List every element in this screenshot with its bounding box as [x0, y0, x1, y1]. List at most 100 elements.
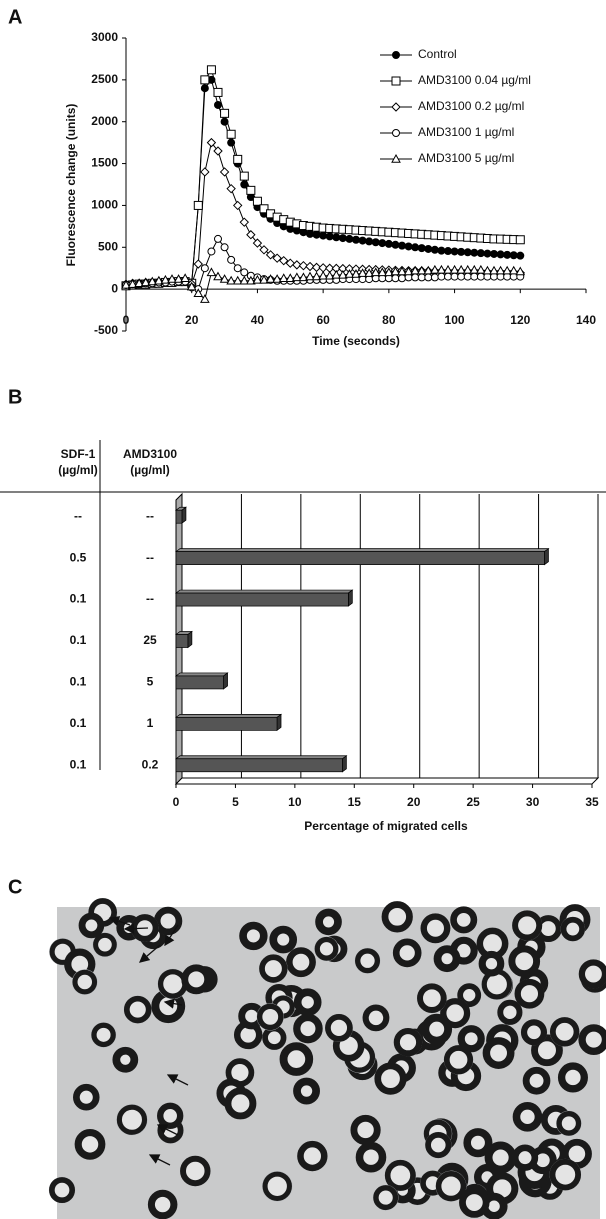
marker [227, 138, 236, 147]
legend-label: AMD3100 0.04 µg/ml [418, 73, 531, 87]
y-tick-label: 2000 [91, 114, 118, 128]
cell-nucleus [522, 1066, 551, 1095]
marker [365, 237, 374, 246]
marker [450, 272, 459, 281]
cell-nucleus [557, 1062, 588, 1093]
marker [226, 129, 236, 139]
marker [398, 274, 406, 283]
cell-nucleus [463, 1128, 493, 1158]
bar [175, 551, 545, 565]
cell-nucleus [514, 978, 545, 1009]
cell-nucleus [262, 1025, 287, 1050]
cell-nucleus [157, 969, 188, 999]
bar [175, 717, 278, 731]
bar-side [187, 630, 193, 649]
column-header: AMD3100 [123, 447, 177, 461]
marker [430, 245, 439, 254]
micrograph [48, 898, 606, 1219]
cell-nucleus [560, 916, 586, 942]
cell-nucleus [262, 1171, 292, 1201]
marker [490, 249, 498, 258]
cell-nucleus [508, 945, 541, 978]
marker [259, 274, 269, 284]
marker [430, 273, 439, 282]
marker [470, 272, 479, 281]
marker [344, 269, 355, 278]
bar-side [544, 547, 549, 566]
y-tick-label: 2500 [91, 72, 118, 86]
marker [449, 264, 460, 274]
cell-nucleus [443, 1045, 474, 1075]
arrow [148, 1154, 171, 1166]
category-label: 0.5 [70, 550, 87, 564]
marker [160, 274, 171, 284]
marker [200, 167, 210, 177]
bar [175, 634, 189, 648]
bar-side [223, 672, 228, 690]
marker [292, 272, 302, 282]
marker [476, 264, 486, 274]
category-label: 1 [147, 716, 154, 730]
marker [509, 251, 518, 260]
marker [456, 264, 466, 274]
marker [252, 274, 263, 284]
marker [220, 108, 230, 118]
marker [331, 269, 342, 279]
marker [154, 275, 164, 285]
bar-top [174, 714, 283, 718]
cell-nucleus [531, 1034, 563, 1067]
marker [226, 183, 236, 194]
marker [298, 272, 309, 282]
x-tick-label: 15 [348, 795, 362, 809]
cell-nucleus [435, 1170, 467, 1202]
marker [278, 273, 289, 282]
cell-nucleus [484, 1141, 517, 1174]
marker [489, 265, 499, 275]
marker [305, 261, 315, 272]
marker [424, 244, 433, 253]
cell-nucleus [180, 1155, 211, 1187]
cell-nucleus [153, 906, 183, 936]
cell-nucleus [417, 983, 447, 1014]
legend-label: AMD3100 1 µg/ml [418, 125, 514, 139]
bar-side [347, 589, 353, 607]
marker [424, 273, 433, 282]
x-tick-label: 60 [316, 313, 330, 327]
marker [186, 281, 197, 291]
marker [377, 267, 388, 277]
marker [469, 264, 480, 274]
cell-nucleus [459, 1187, 490, 1218]
marker [483, 249, 492, 258]
marker [398, 241, 406, 250]
cell-nucleus [511, 1144, 539, 1171]
cell-nucleus [269, 925, 298, 954]
column-header: (µg/ml) [130, 463, 170, 477]
marker [392, 129, 400, 137]
marker [417, 244, 426, 253]
marker [397, 266, 407, 276]
marker [206, 65, 216, 75]
bar-side [276, 713, 282, 732]
x-tick-label: 0 [173, 795, 180, 809]
arrow [163, 998, 183, 1009]
category-label: -- [146, 592, 154, 606]
marker [232, 275, 243, 285]
category-label: 5 [147, 675, 154, 689]
cell-nucleus [373, 1185, 399, 1211]
bar-top [174, 755, 348, 760]
marker [239, 171, 249, 181]
legend-label: AMD3100 0.2 µg/ml [418, 99, 524, 113]
marker [180, 273, 190, 282]
cell-nucleus [325, 1014, 353, 1042]
marker [416, 265, 427, 275]
category-label: 0.1 [70, 716, 87, 730]
cell-nucleus [112, 1046, 139, 1073]
category-label: -- [146, 509, 154, 523]
marker [127, 279, 138, 288]
marker [436, 264, 447, 274]
cell-nucleus [556, 1110, 582, 1136]
cell-nucleus [181, 964, 212, 995]
cell-nucleus [256, 1003, 284, 1031]
marker [352, 235, 360, 244]
cell-nucleus [286, 947, 316, 978]
